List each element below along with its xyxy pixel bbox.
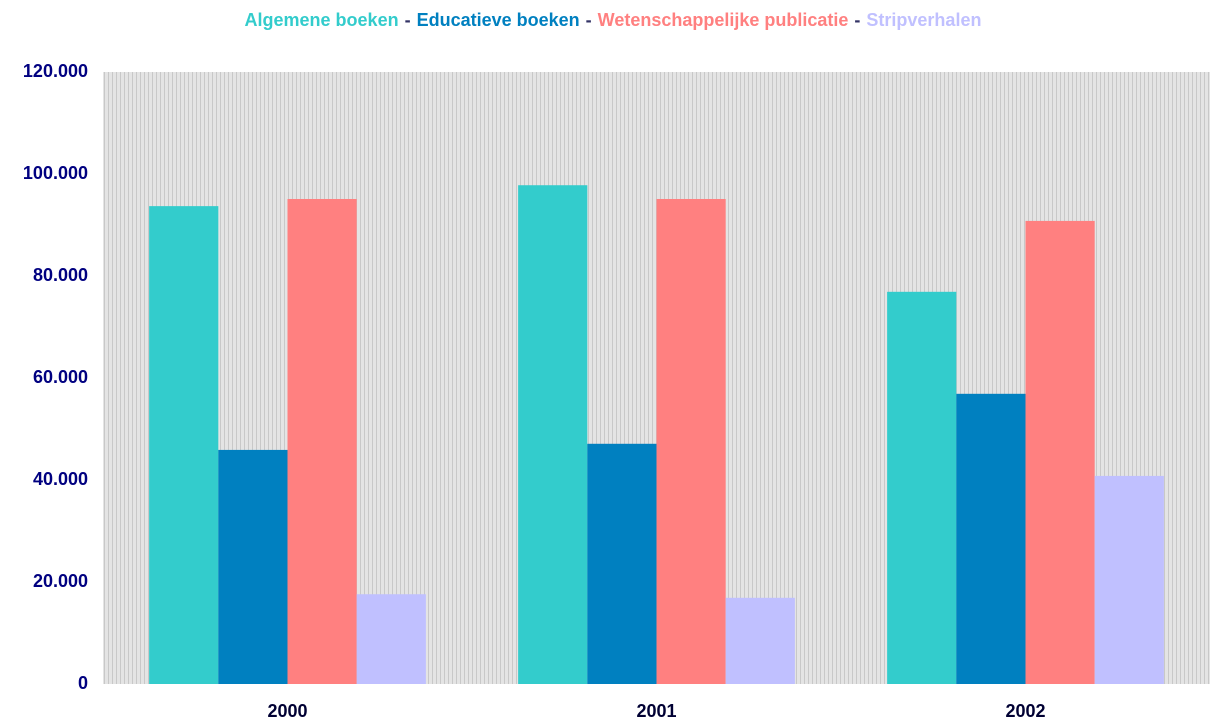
bar: [887, 291, 957, 684]
bar: [218, 449, 288, 684]
x-tick-label: 2002: [1005, 701, 1045, 721]
x-tick-label: 2001: [636, 701, 676, 721]
y-tick-label: 0: [78, 673, 88, 693]
legend-separator: -: [854, 10, 860, 30]
bar: [725, 597, 795, 684]
legend-entry: Wetenschappelijke publicatie: [598, 10, 849, 30]
y-tick-label: 60.000: [33, 367, 88, 387]
legend: Algemene boeken - Educatieve boeken - Wetens…: [245, 10, 982, 30]
legend-entry: Stripverhalen: [866, 10, 981, 30]
legend-entry: Educatieve boeken: [417, 10, 580, 30]
legend-separator: -: [405, 10, 411, 30]
bar: [149, 206, 219, 684]
y-tick-label: 80.000: [33, 265, 88, 285]
bar: [1094, 475, 1164, 684]
y-tick-label: 20.000: [33, 571, 88, 591]
bar: [287, 198, 357, 685]
bar: [518, 185, 588, 684]
bar: [356, 594, 426, 684]
bar: [956, 393, 1026, 684]
y-tick-label: 100.000: [23, 163, 88, 183]
legend-entry: Algemene boeken: [245, 10, 399, 30]
bar: [587, 443, 657, 684]
x-tick-label: 2000: [267, 701, 307, 721]
y-tick-label: 40.000: [33, 469, 88, 489]
bar: [1025, 220, 1095, 685]
legend-separator: -: [586, 10, 592, 30]
bar: [656, 198, 726, 685]
y-tick-label: 120.000: [23, 61, 88, 81]
